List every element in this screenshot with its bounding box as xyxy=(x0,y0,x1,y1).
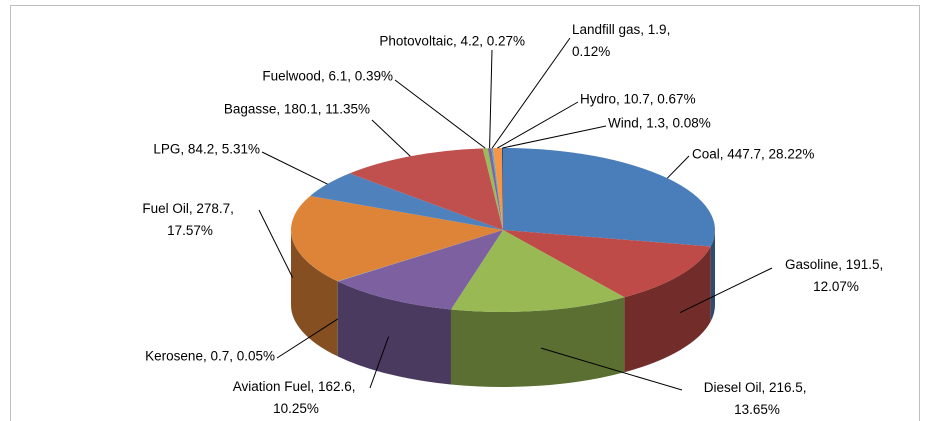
data-label: Bagasse, 180.1, 11.35% xyxy=(224,102,370,117)
slice-side xyxy=(337,281,451,385)
data-label: Kerosene, 0.7, 0.05% xyxy=(145,349,275,364)
leader-line xyxy=(394,79,486,149)
data-label: LPG, 84.2, 5.31% xyxy=(153,142,260,157)
leader-line xyxy=(489,49,493,149)
data-label: Fuelwood, 6.1, 0.39% xyxy=(262,69,393,84)
data-label: Diesel Oil, 216.5, 13.65% xyxy=(704,380,811,417)
slice-side xyxy=(450,297,625,387)
slice xyxy=(310,173,503,230)
slice xyxy=(482,148,503,230)
slice xyxy=(450,230,625,313)
leader-line xyxy=(258,209,294,278)
leader-line xyxy=(679,267,773,314)
leader-line xyxy=(666,155,690,179)
slice xyxy=(290,195,503,282)
data-label: Gasoline, 191.5, 12.07% xyxy=(785,257,887,294)
slice-side xyxy=(291,230,338,357)
data-label: Landfill gas, 1.9, 0.12% xyxy=(572,22,674,59)
data-label: Aviation Fuel, 162.6, 10.25% xyxy=(233,379,360,416)
leader-line xyxy=(371,119,411,157)
slice xyxy=(501,148,503,230)
slice xyxy=(337,230,503,282)
slice xyxy=(487,148,503,230)
slice xyxy=(349,148,503,230)
data-label: Coal, 447.7, 28.22% xyxy=(692,147,814,162)
data-label: Hydro, 10.7, 0.67% xyxy=(580,92,696,107)
slice-side xyxy=(624,246,711,373)
leader-line xyxy=(276,318,339,359)
slice xyxy=(503,148,715,247)
pie-tops xyxy=(290,148,715,313)
leader-line xyxy=(497,101,579,149)
leader-line xyxy=(502,125,607,149)
slice xyxy=(503,230,711,298)
slice xyxy=(492,148,503,230)
slice xyxy=(491,148,503,230)
leader-line xyxy=(491,37,571,149)
slice xyxy=(337,230,503,310)
leader-line xyxy=(540,347,683,391)
leader-line xyxy=(369,336,390,389)
pie-sides xyxy=(291,230,715,387)
slice-side xyxy=(710,230,715,322)
data-labels: Coal, 447.7, 28.22% Gasoline, 191.5, 12.0… xyxy=(142,22,887,417)
data-label: Fuel Oil, 278.7, 17.57% xyxy=(142,201,237,238)
data-label: Wind, 1.3, 0.08% xyxy=(608,116,711,131)
data-label: Photovoltaic, 4.2, 0.27% xyxy=(379,34,525,49)
leader-line xyxy=(261,151,328,185)
